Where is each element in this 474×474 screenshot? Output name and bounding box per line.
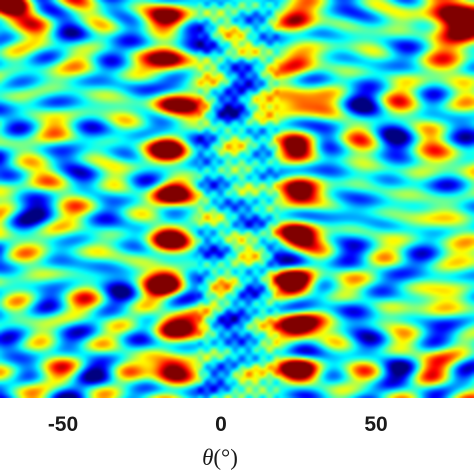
x-axis-label: θ(°): [202, 445, 238, 470]
x-axis: -50 0 50 θ(°): [48, 413, 388, 470]
x-tick-label: 50: [364, 413, 387, 436]
x-tick-label: 0: [215, 413, 227, 436]
x-axis-label-unit: (°): [213, 445, 238, 470]
x-axis-label-symbol: θ: [202, 445, 213, 470]
plot-area: [0, 0, 474, 398]
heatmap-image: [0, 0, 474, 398]
x-tick-label: -50: [48, 413, 78, 436]
